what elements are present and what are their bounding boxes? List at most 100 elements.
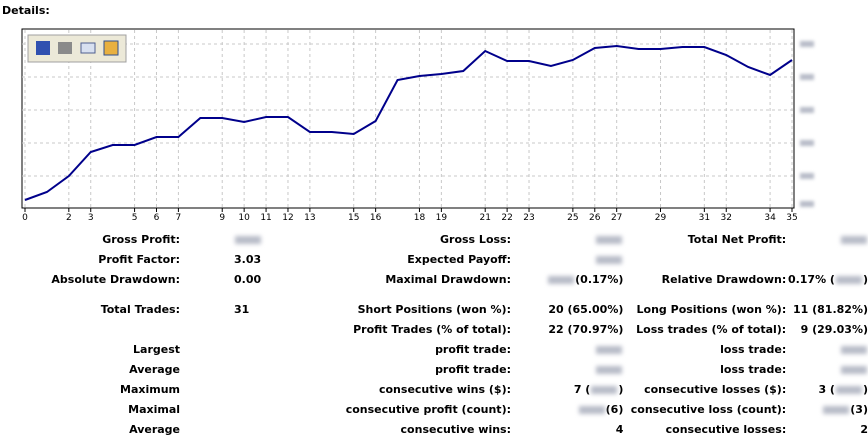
stat-label: consecutive wins ($): (378, 382, 511, 396)
stat-label: Maximal Drawdown: (385, 272, 511, 286)
stat-value: 9 (29.03%) (800, 322, 868, 336)
x-tick-label: 11 (260, 213, 271, 223)
x-tick-label: 23 (523, 213, 534, 223)
stat-label: Profit Factor: (98, 252, 181, 266)
stat-label: Total Net Profit: (687, 232, 787, 246)
x-tick-label: 35 (786, 213, 797, 223)
stat-value: 4 (615, 422, 624, 436)
stat-value: 22 (70.97%) (548, 322, 624, 336)
h-grid (22, 43, 794, 177)
blurred-value (596, 345, 623, 354)
x-tick-label: 19 (436, 213, 448, 223)
x-tick-label: 18 (414, 213, 426, 223)
stat-label: Loss trades (% of total): (636, 322, 787, 336)
stat-label: Average (129, 362, 181, 376)
blurred-value (823, 405, 850, 414)
blurred-value (835, 275, 862, 284)
blurred-value (841, 365, 867, 374)
stats-row: Largest profit trade: loss trade: (0, 339, 868, 359)
print-icon[interactable] (58, 42, 72, 54)
blurred-value (235, 235, 262, 244)
copy-icon[interactable] (103, 40, 119, 56)
stat-label: loss trade: (720, 362, 787, 376)
stat-label: Profit Trades (% of total): (353, 322, 511, 336)
x-tick-label: 3 (88, 213, 94, 223)
stat-value: 0.17% ( (787, 272, 835, 286)
stats-row: Average consecutive wins: 4 consecutive los… (0, 419, 868, 439)
x-tick-label: 29 (655, 213, 667, 223)
stat-label: consecutive losses: (665, 422, 787, 436)
blurred-value (591, 385, 618, 394)
blurred-value (578, 405, 605, 414)
stat-value: 0.00 (234, 272, 262, 286)
x-tick-label: 26 (589, 213, 601, 223)
x-tick-label: 15 (348, 213, 359, 223)
stat-label: consecutive profit (count): (345, 402, 511, 416)
stats-row: Profit Trades (% of total): 22 (70.97%) Lo… (0, 319, 868, 339)
stat-label: consecutive wins: (400, 422, 511, 436)
stat-label: profit trade: (435, 362, 511, 376)
stats-row: Average profit trade: loss trade: (0, 359, 868, 379)
x-tick-label: 27 (611, 213, 622, 223)
stat-label: Largest (133, 342, 181, 356)
stats-row: Profit Factor: 3.03 Expected Payoff: (0, 249, 868, 269)
x-tick-label: 5 (132, 213, 138, 223)
blurred-value (841, 345, 867, 354)
stats-row: Total Trades: 31 Short Positions (won %): 2… (0, 299, 868, 319)
x-tick-label: 25 (567, 213, 578, 223)
x-tick-label: 16 (370, 213, 382, 223)
stat-label: Maximal (128, 402, 181, 416)
stat-value: 3 ( (818, 382, 835, 396)
x-tick-label: 6 (154, 213, 160, 223)
x-tick-label: 31 (699, 213, 710, 223)
x-tick-label: 32 (721, 213, 732, 223)
plot-frame (21, 28, 795, 209)
stat-value: (3) (850, 402, 868, 416)
x-tick-label: 22 (501, 213, 512, 223)
series-line (24, 44, 793, 201)
blurred-value (835, 385, 862, 394)
stat-label: Gross Loss: (440, 232, 511, 246)
stat-value: 7 ( (573, 382, 591, 396)
x-tick-label: 2 (66, 213, 72, 223)
section-title: Details: (2, 4, 50, 17)
blurred-value (596, 235, 623, 244)
blurred-value (548, 275, 575, 284)
stat-label: Gross Profit: (102, 232, 181, 246)
stat-label: Maximum (120, 382, 181, 396)
stats-row: Gross Profit: Gross Loss: Total Net Profit… (0, 229, 868, 249)
stats-row: Maximal consecutive profit (count): (6) con… (0, 399, 868, 419)
x-tick-label: 7 (176, 213, 182, 223)
save-icon[interactable] (36, 41, 50, 55)
stat-value: 20 (65.00%) (548, 302, 624, 316)
blurred-value (596, 255, 623, 264)
stat-label: consecutive losses ($): (644, 382, 787, 396)
stat-label: Long Positions (won %): (636, 302, 787, 316)
blurred-value (596, 365, 623, 374)
toolbar (27, 34, 127, 63)
mail-icon[interactable] (80, 42, 96, 54)
stats-table: Gross Profit: Gross Loss: Total Net Profit… (0, 229, 868, 439)
stats-row: Absolute Drawdown: 0.00 Maximal Drawdown: (… (51, 272, 868, 286)
x-tick-label: 0 (22, 213, 28, 223)
stat-value: (0.17%) (575, 272, 624, 286)
stat-value: (6) (605, 402, 624, 416)
stat-value: 3.03 (234, 252, 262, 266)
x-tick-label: 21 (479, 213, 490, 223)
blurred-value (841, 235, 867, 244)
stat-value: 31 (234, 302, 250, 316)
x-tick-label: 34 (764, 213, 776, 223)
stat-label: Total Trades: (100, 302, 181, 316)
x-tick-label: 13 (304, 213, 315, 223)
stat-label: loss trade: (720, 342, 787, 356)
y-labels-blurred (800, 41, 814, 207)
stat-value: 2 (860, 422, 868, 436)
stat-label: consecutive loss (count): (630, 402, 787, 416)
stat-label: Average (129, 422, 181, 436)
x-tick-label: 12 (282, 213, 293, 223)
stat-label: profit trade: (435, 342, 511, 356)
x-tick-label: 9 (219, 213, 225, 223)
stat-label: Expected Payoff: (407, 252, 511, 266)
stat-value: 11 (81.82%) (792, 302, 868, 316)
